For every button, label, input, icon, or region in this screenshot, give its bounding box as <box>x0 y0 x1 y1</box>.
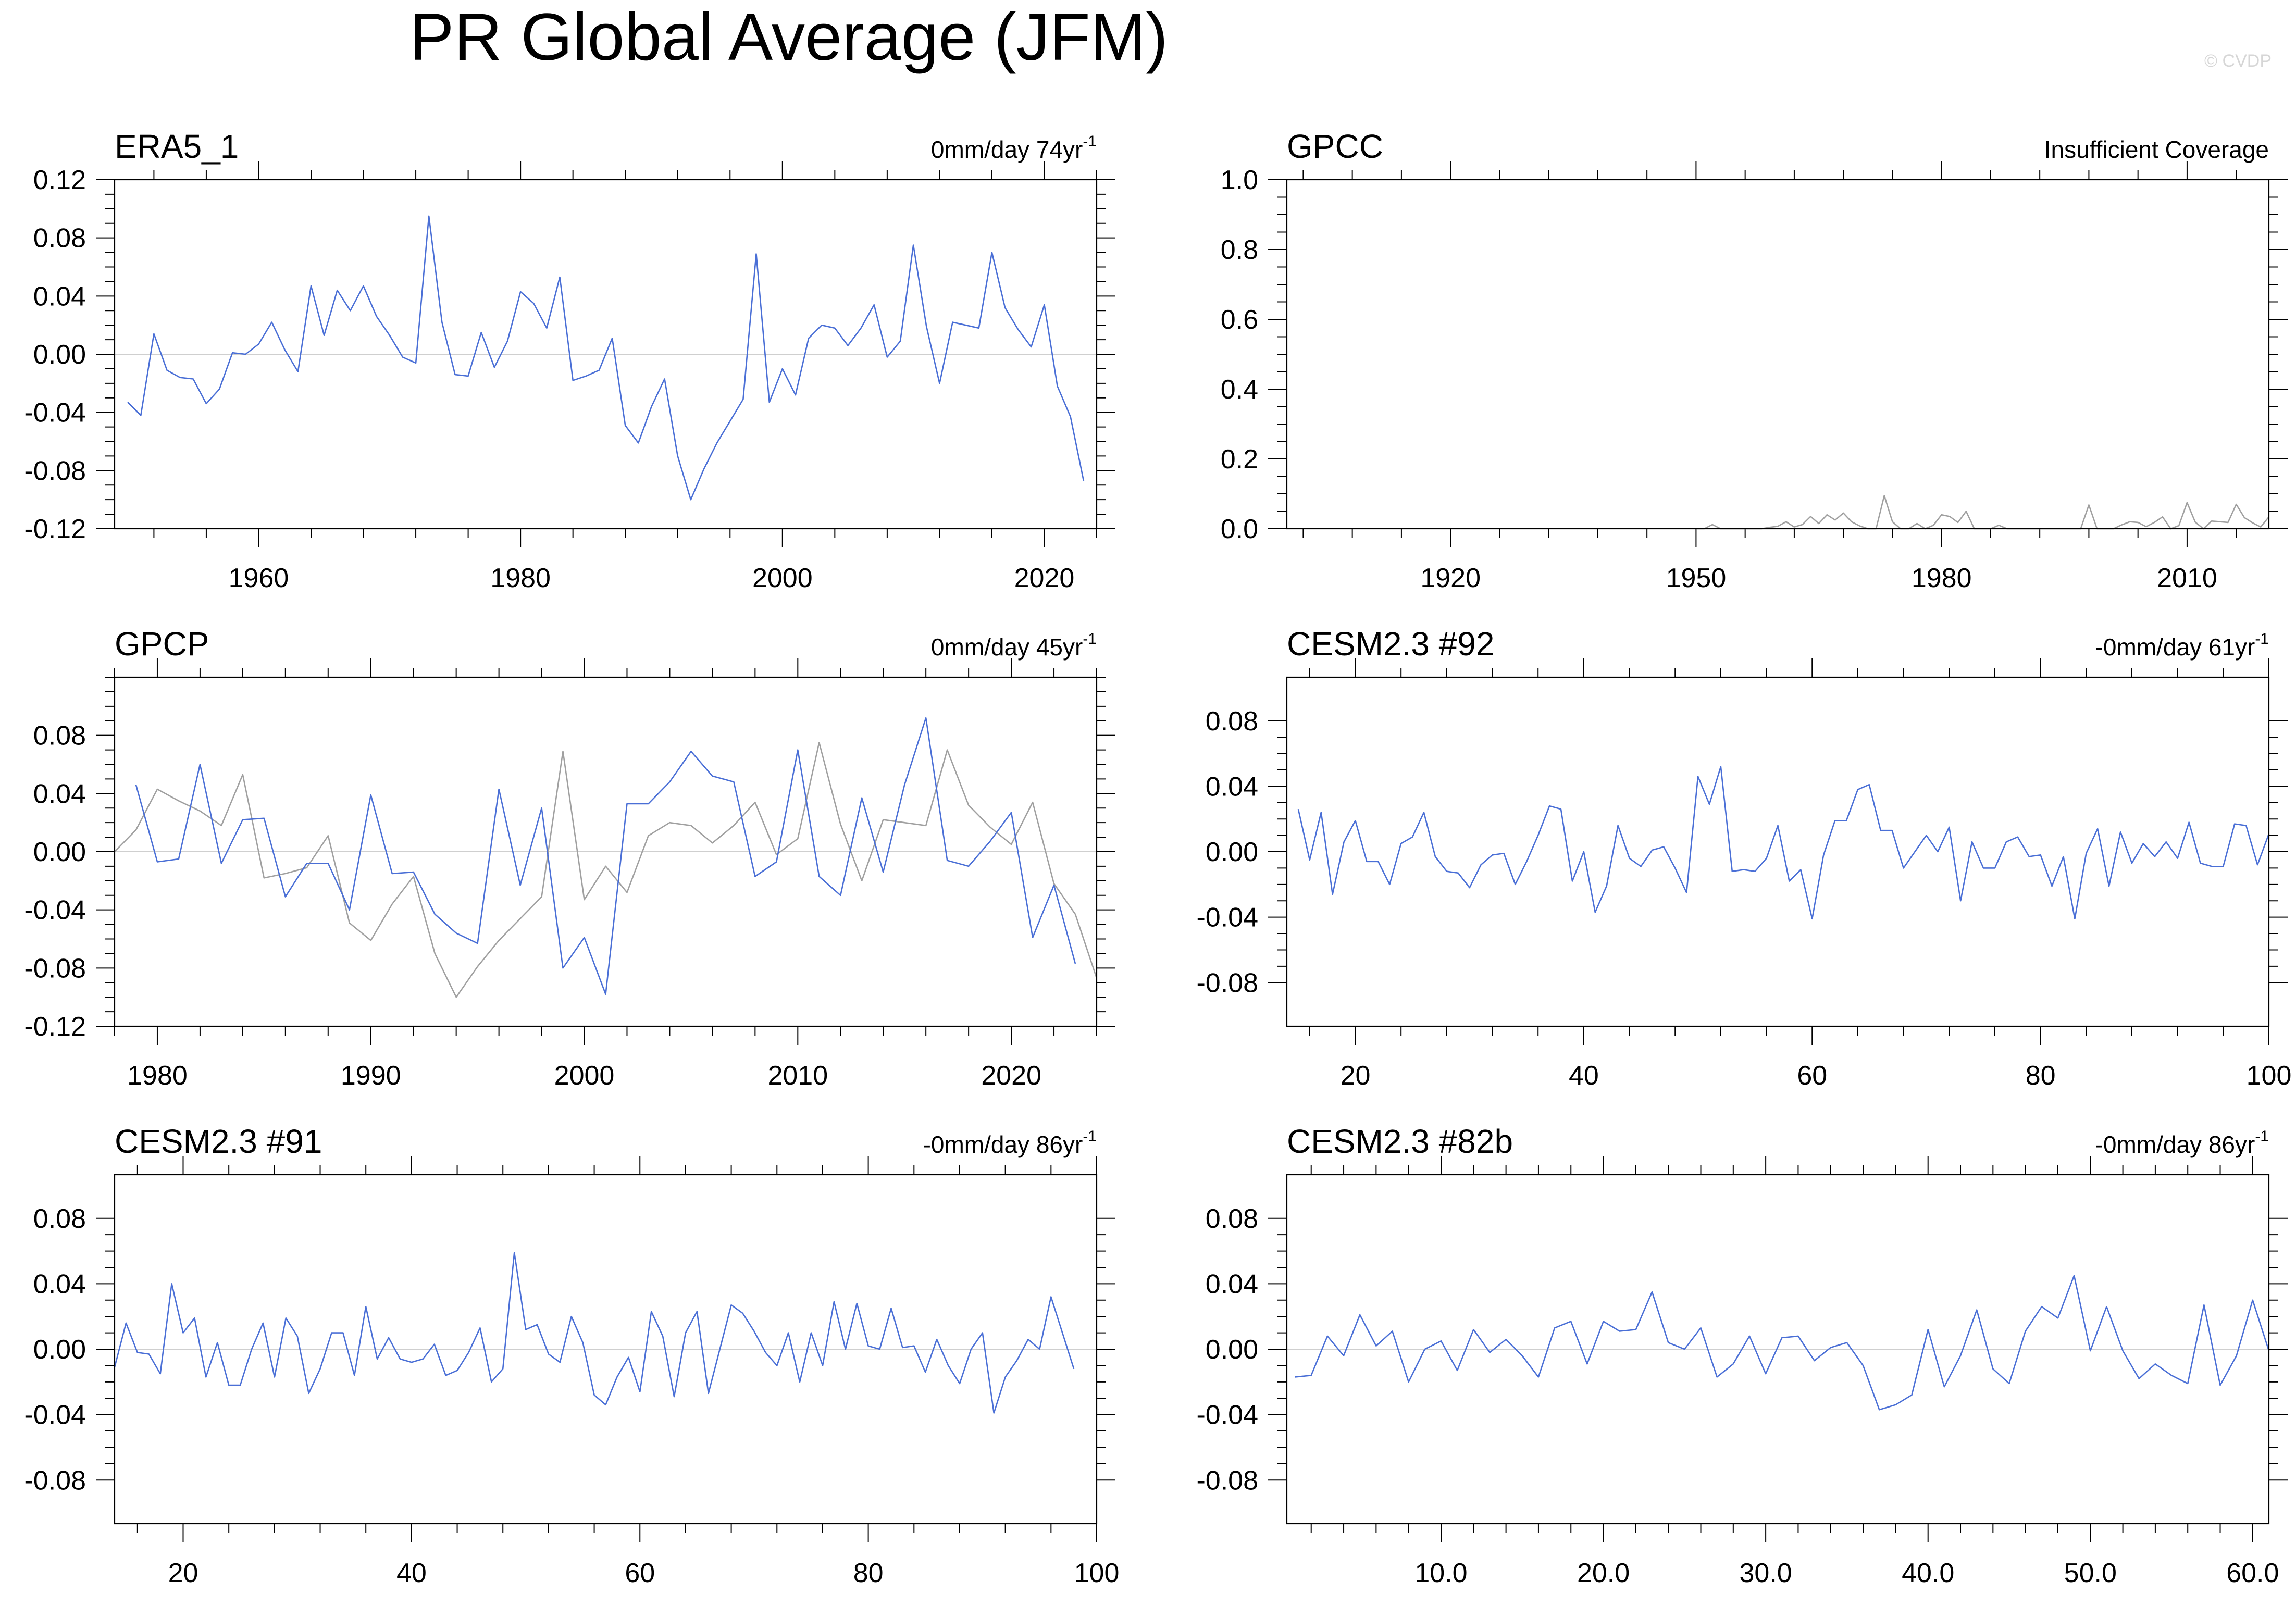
x-tick-label: 1980 <box>1912 563 1972 593</box>
x-tick-label: 2020 <box>1014 563 1075 593</box>
y-tick-label: 0.08 <box>1206 1204 1258 1234</box>
y-tick-label: 0.00 <box>1206 1335 1258 1365</box>
y-tick-label: 0.2 <box>1221 444 1258 475</box>
panel-title: CESM2.3 #82b <box>1287 1123 1513 1160</box>
panel-stat: 0mm/day 45yr-1 <box>931 630 1097 661</box>
y-tick-label: 0.08 <box>33 1204 86 1234</box>
series-line-1 <box>1696 495 2270 530</box>
x-tick-label: 1950 <box>1666 563 1727 593</box>
panel-title: GPCC <box>1287 128 1383 165</box>
y-tick-label: 0.4 <box>1221 375 1258 405</box>
y-tick-label: 0.00 <box>1206 837 1258 867</box>
x-tick-label: 2000 <box>752 563 813 593</box>
x-tick-label: 80 <box>853 1558 884 1588</box>
x-tick-label: 10.0 <box>1414 1558 1467 1588</box>
x-tick-label: 40 <box>1569 1061 1599 1091</box>
panel-title: GPCP <box>115 625 209 663</box>
panel-stat: -0mm/day 86yr-1 <box>2095 1128 2269 1158</box>
figure-title: PR Global Average (JFM) <box>409 0 1168 74</box>
panel-stat: 0mm/day 74yr-1 <box>931 133 1097 163</box>
x-tick-label: 1960 <box>229 563 289 593</box>
panel-title: ERA5_1 <box>115 128 239 165</box>
y-tick-label: 0.00 <box>33 1335 86 1365</box>
panel-6: CESM2.3 #82b -0mm/day 86yr-1 -0.08 -0.04 0.0… <box>1196 1123 2288 1588</box>
panel-4: CESM2.3 #92 -0mm/day 61yr-1 -0.08 -0.04 0.00… <box>1196 625 2291 1091</box>
y-tick-label: -0.08 <box>24 456 86 486</box>
panels-group: ERA5_1 0mm/day 74yr-1 -0.12 -0.08 -0.04 0.00 0… <box>24 128 2291 1588</box>
x-tick-label: 60 <box>1797 1061 1827 1091</box>
x-tick-label: 40 <box>396 1558 427 1588</box>
y-tick-label: 1.0 <box>1221 165 1258 195</box>
y-tick-label: 0.0 <box>1221 514 1258 544</box>
y-tick-label: 0.04 <box>1206 1269 1258 1299</box>
plot-frame <box>1286 179 2270 530</box>
y-tick-label: 0.08 <box>1206 706 1258 737</box>
series-line-1 <box>127 215 1085 501</box>
y-tick-label: 0.6 <box>1221 305 1258 335</box>
x-tick-label: 1980 <box>490 563 551 593</box>
panel-2: GPCC Insufficient Coverage 0.0 0.2 0.4 0.6 0.8… <box>1221 128 2288 593</box>
panel-1: ERA5_1 0mm/day 74yr-1 -0.12 -0.08 -0.04 0.00 0… <box>24 128 1115 593</box>
x-tick-label: 80 <box>2026 1061 2056 1091</box>
x-tick-label: 1980 <box>127 1061 188 1091</box>
y-tick-label: 0.04 <box>1206 771 1258 802</box>
y-tick-label: 0.04 <box>33 1269 86 1299</box>
series-line-1 <box>114 1252 1075 1414</box>
x-tick-label: 20 <box>1341 1061 1371 1091</box>
x-tick-label: 2010 <box>767 1061 828 1091</box>
x-tick-label: 100 <box>1074 1558 1120 1588</box>
y-tick-label: -0.04 <box>24 1400 86 1430</box>
panel-stat: -0mm/day 61yr-1 <box>2095 630 2269 661</box>
plot-frame <box>1286 676 2270 1027</box>
y-tick-label: -0.04 <box>24 398 86 428</box>
y-tick-label: 0.00 <box>33 340 86 370</box>
y-tick-label: -0.08 <box>24 953 86 983</box>
plot-frame <box>114 1174 1098 1525</box>
panel-stat: -0mm/day 86yr-1 <box>923 1128 1097 1158</box>
y-tick-label: 0.12 <box>33 165 86 195</box>
y-tick-label: -0.12 <box>24 1012 86 1042</box>
watermark: © CVDP <box>2204 51 2272 71</box>
x-tick-label: 50.0 <box>2064 1558 2117 1588</box>
panel-5: CESM2.3 #91 -0mm/day 86yr-1 -0.08 -0.04 0.00… <box>24 1123 1119 1588</box>
x-tick-label: 40.0 <box>1902 1558 1954 1588</box>
y-tick-label: 0.08 <box>33 721 86 751</box>
y-tick-label: 0.8 <box>1221 235 1258 265</box>
x-tick-label: 20 <box>168 1558 198 1588</box>
x-tick-label: 1920 <box>1420 563 1481 593</box>
x-tick-label: 30.0 <box>1740 1558 1792 1588</box>
panel-title: CESM2.3 #92 <box>1287 625 1494 663</box>
x-tick-label: 2010 <box>2157 563 2217 593</box>
x-tick-label: 60 <box>625 1558 655 1588</box>
x-tick-label: 2020 <box>981 1061 1041 1091</box>
plot-frame <box>114 179 1098 530</box>
y-tick-label: -0.08 <box>1196 1465 1258 1496</box>
x-tick-label: 60.0 <box>2226 1558 2279 1588</box>
y-tick-label: -0.04 <box>1196 903 1258 933</box>
y-tick-label: -0.08 <box>1196 968 1258 998</box>
y-tick-label: 0.08 <box>33 223 86 254</box>
x-tick-label: 1990 <box>341 1061 401 1091</box>
plot-frame <box>114 676 1098 1027</box>
y-tick-label: 0.04 <box>33 281 86 312</box>
plot-frame <box>1286 1174 2270 1525</box>
y-tick-label: -0.04 <box>1196 1400 1258 1430</box>
y-tick-label: -0.04 <box>24 895 86 926</box>
y-tick-label: -0.08 <box>24 1465 86 1496</box>
y-tick-label: 0.04 <box>33 779 86 809</box>
series-line-1 <box>1295 1275 2270 1411</box>
series-line-1 <box>114 742 1098 998</box>
x-tick-label: 20.0 <box>1577 1558 1630 1588</box>
y-tick-label: 0.00 <box>33 837 86 867</box>
x-tick-label: 100 <box>2247 1061 2292 1091</box>
panel-stat: Insufficient Coverage <box>2044 136 2269 163</box>
series-line-1 <box>1297 766 2270 920</box>
x-tick-label: 2000 <box>554 1061 615 1091</box>
panel-title: CESM2.3 #91 <box>115 1123 322 1160</box>
y-tick-label: -0.12 <box>24 514 86 544</box>
panel-3: GPCP 0mm/day 45yr-1 -0.12 -0.08 -0.04 0.00 0.0… <box>24 625 1115 1091</box>
series-line-2 <box>135 717 1076 995</box>
